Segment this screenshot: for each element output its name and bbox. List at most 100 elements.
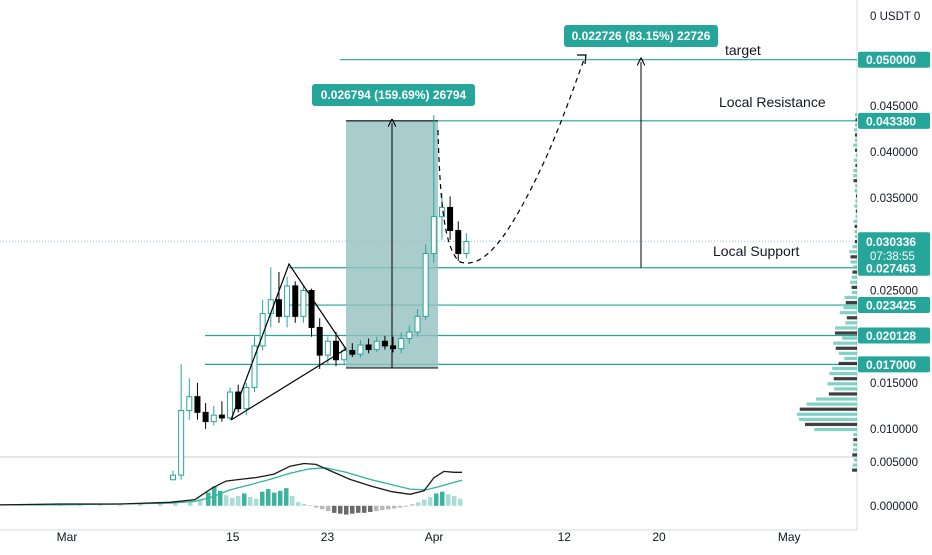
volume-bar — [797, 413, 857, 416]
candle-body — [399, 339, 404, 349]
volume-bar — [853, 433, 857, 436]
last-price-text: 0.030336 — [866, 235, 916, 249]
volume-bar — [832, 367, 857, 370]
candle-body — [219, 415, 224, 418]
candle-body — [464, 242, 469, 254]
histogram-bar — [416, 502, 421, 506]
time-tick-label: 23 — [321, 530, 335, 544]
volume-bar — [845, 296, 857, 299]
candle-body — [317, 327, 322, 355]
candle-body — [203, 412, 208, 421]
volume-profile — [797, 113, 857, 472]
candle-body — [325, 341, 330, 355]
candle-body — [334, 341, 339, 359]
time-tick-label: May — [778, 530, 801, 544]
volume-bar — [856, 154, 857, 157]
level-price-badge-text: 0.017000 — [866, 358, 916, 372]
histogram-bar — [362, 506, 367, 513]
volume-bar — [855, 123, 857, 126]
price-tick-label: 0.025000 — [870, 286, 918, 298]
volume-bar — [816, 397, 857, 400]
histogram-bar — [118, 505, 123, 506]
time-tick-label: Apr — [425, 530, 444, 544]
candle-body — [171, 475, 176, 480]
oscillator-pane — [0, 464, 463, 515]
volume-bar — [835, 331, 857, 334]
candle-body — [285, 286, 290, 316]
histogram-bar — [368, 506, 373, 512]
volume-bar — [833, 342, 857, 345]
volume-bar — [853, 144, 857, 147]
volume-bar — [853, 245, 857, 248]
candle-body — [244, 387, 249, 408]
candle-body — [301, 291, 306, 317]
level-price-badge-text: 0.027463 — [866, 261, 916, 275]
histogram-bar — [326, 506, 331, 511]
volume-bar — [799, 418, 857, 421]
volume-bar — [852, 453, 857, 456]
volume-bar — [844, 306, 857, 309]
histogram-bar — [428, 497, 433, 506]
volume-bar — [853, 179, 857, 182]
candle-body — [276, 300, 281, 317]
price-axis: 0 USDT 0 0.045000 0.040000 0.035000 0.025000… — [858, 11, 930, 513]
histogram-bar — [374, 506, 379, 511]
volume-bar — [847, 316, 857, 319]
volume-bar — [814, 428, 857, 431]
candle-body — [366, 345, 371, 350]
volume-bar — [855, 235, 857, 238]
volume-bar — [855, 199, 857, 202]
time-tick-label: Mar — [57, 530, 78, 544]
price-tick-label: 0.045000 — [870, 101, 918, 113]
histogram-bar — [308, 505, 313, 506]
candle-body — [423, 254, 428, 317]
time-tick-label: 15 — [226, 530, 240, 544]
level-price-badge-text: 0.043380 — [866, 114, 916, 128]
price-axis-unit: 0 USDT 0 — [870, 11, 920, 23]
histogram-bar — [254, 499, 259, 506]
volume-bar — [852, 270, 857, 273]
histogram-bar — [242, 493, 247, 505]
countdown-text: 07:38:55 — [870, 251, 915, 263]
volume-bar — [846, 301, 857, 304]
histogram-bar — [440, 492, 445, 506]
histogram-bar — [314, 506, 319, 508]
volume-bar — [855, 133, 857, 136]
candle-body — [456, 230, 461, 253]
volume-bar — [836, 347, 857, 350]
histogram-bar — [224, 495, 229, 506]
volume-bar — [834, 377, 857, 380]
histogram-bar — [332, 506, 337, 513]
volume-bar — [855, 149, 857, 152]
histogram-bar — [458, 499, 463, 506]
candle-body — [407, 332, 412, 338]
volume-bar — [855, 225, 857, 228]
volume-bar — [856, 194, 857, 197]
volume-bar — [855, 138, 857, 141]
volume-bar — [853, 174, 857, 177]
candle-body — [350, 351, 355, 355]
price-tick-label: 0.035000 — [870, 193, 918, 205]
level-text: Local Resistance — [719, 94, 826, 110]
volume-bar — [855, 189, 857, 192]
histogram-bar — [278, 491, 283, 506]
measure-label-text: 0.022726 (83.15%) 22726 — [572, 29, 711, 43]
volume-bar — [842, 337, 857, 340]
candle-body — [358, 345, 363, 354]
volume-bar — [853, 265, 857, 268]
histogram-bar — [302, 504, 307, 506]
level-text: target — [725, 42, 761, 58]
histogram-bar — [206, 493, 211, 506]
volume-bar — [800, 408, 857, 411]
volume-bar — [853, 463, 857, 466]
candle-body — [415, 316, 420, 332]
volume-bar — [854, 159, 857, 162]
price-tick-label: 0.005000 — [870, 457, 918, 469]
price-tick-label: 0.000000 — [870, 501, 918, 513]
candle-body — [391, 346, 396, 349]
histogram-bar — [284, 488, 289, 506]
volume-bar — [807, 403, 857, 406]
histogram-bar — [356, 506, 361, 513]
